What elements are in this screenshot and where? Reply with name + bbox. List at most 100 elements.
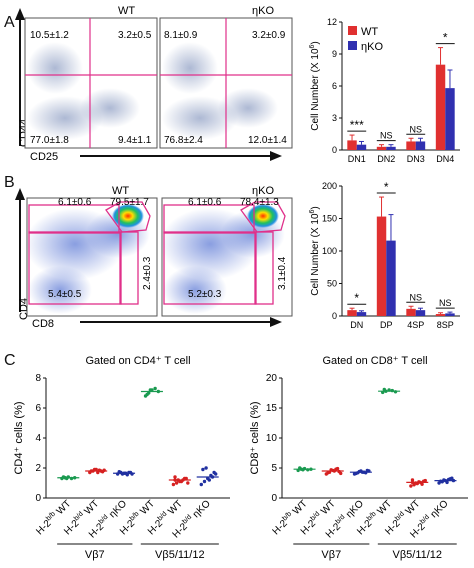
group-label-vb5: Vβ5/11/12 — [392, 549, 442, 561]
flow-b-ko-cd8: 3.1±0.4 — [277, 256, 288, 290]
data-point — [117, 470, 121, 474]
scatter-title: Gated on CD8⁺ T cell — [322, 355, 427, 367]
bar-wt — [435, 64, 446, 150]
group-label-vb7: Vβ7 — [85, 549, 105, 561]
bar-y-tick-label: 3 — [332, 113, 337, 123]
scatter-y-tick-label: 0 — [35, 493, 41, 504]
data-point — [410, 478, 415, 482]
bar-ko — [356, 144, 367, 150]
significance-label: NS — [380, 131, 393, 141]
data-point — [61, 475, 66, 479]
flow-b-wt-dn: 5.4±0.5 — [48, 289, 82, 300]
data-point — [329, 468, 333, 472]
significance-label: * — [443, 31, 448, 45]
bar-y-tick-label: 150 — [322, 214, 337, 224]
data-point — [204, 466, 208, 470]
flow-b-wt-cd4: 6.1±0.6 — [58, 197, 92, 208]
significance-label: NS — [439, 298, 452, 308]
data-point — [156, 389, 161, 394]
bar-wt — [376, 146, 387, 150]
data-point — [357, 469, 362, 474]
data-point — [153, 386, 157, 391]
bar-ko — [356, 312, 367, 316]
data-point — [213, 472, 218, 476]
data-point — [354, 471, 358, 476]
scatter-y-axis-label: CD8⁺ cells (%) — [249, 401, 261, 474]
data-point — [420, 482, 424, 486]
data-point — [207, 478, 211, 482]
legend-label-wt: WT — [361, 26, 378, 38]
data-point — [417, 480, 421, 484]
data-point — [445, 480, 449, 485]
group-label-vb7: Vβ7 — [321, 549, 341, 561]
data-point — [89, 469, 94, 473]
scatter-y-tick-label: 0 — [271, 493, 277, 504]
data-point — [409, 484, 413, 488]
data-point — [298, 466, 302, 470]
bar-wt — [347, 140, 357, 150]
panel-letter-c: C — [4, 352, 16, 369]
flow-plot-a-ko: ηKO 8.1±0.9 3.2±0.9 76.8±2.4 12.0±1.4 — [159, 5, 293, 149]
data-point — [65, 476, 69, 481]
flow-a-wt-title: WT — [118, 5, 135, 17]
data-point — [360, 470, 365, 474]
scatter-y-tick-label: 2 — [35, 463, 41, 474]
flow-a-wt-q-ul: 10.5±1.2 — [30, 30, 69, 41]
bar-y-tick-label: 0 — [332, 145, 337, 155]
flow-b-wt-title: WT — [112, 185, 129, 197]
scatter-title: Gated on CD4⁺ T cell — [85, 355, 190, 367]
data-point — [130, 472, 134, 476]
data-point — [120, 472, 125, 476]
flow-plot-b-ko: ηKO 6.1±0.6 78.4±1.3 5.2±0.3 3.1±0.4 — [160, 185, 293, 317]
flow-b-x-label: CD8 — [32, 318, 54, 330]
data-point — [99, 469, 103, 473]
data-point — [332, 469, 337, 473]
significance-label: * — [354, 291, 359, 305]
data-point — [309, 467, 313, 471]
data-point — [326, 471, 330, 475]
data-point — [174, 481, 179, 485]
data-point — [173, 478, 177, 482]
bar-wt — [435, 314, 446, 316]
data-point — [202, 479, 207, 484]
data-point — [306, 468, 310, 472]
bar-y-axis-label: Cell Number (X 106) — [309, 41, 321, 131]
bar-y-axis-label: Cell Number (X 106) — [309, 206, 321, 296]
data-point — [69, 476, 74, 481]
bar-y-tick-label: 100 — [322, 246, 337, 256]
bar-y-tick-label: 0 — [332, 311, 337, 321]
flow-b-ko-cd4: 6.1±0.6 — [188, 197, 222, 208]
bar-category-label: DN4 — [436, 154, 454, 164]
data-point — [179, 479, 184, 484]
bar-category-label: DN3 — [407, 154, 425, 164]
significance-label: NS — [409, 292, 422, 302]
scatter-y-tick-label: 4 — [35, 433, 41, 444]
bar-wt — [406, 141, 416, 150]
bar-category-label: DN1 — [348, 154, 366, 164]
data-point — [393, 390, 398, 394]
bar-ko — [386, 146, 396, 150]
data-point — [102, 468, 106, 472]
data-point — [96, 470, 100, 475]
bar-y-tick-label: 9 — [332, 49, 337, 59]
bar-wt — [347, 310, 357, 316]
bar-category-label: DN2 — [377, 154, 395, 164]
group-label-vb5: Vβ5/11/12 — [155, 549, 205, 561]
data-point — [423, 478, 427, 483]
data-point — [335, 466, 340, 471]
data-point — [123, 471, 128, 475]
data-point — [199, 482, 203, 487]
legend-swatch-ko — [348, 41, 357, 50]
data-point — [145, 392, 149, 397]
data-point — [296, 468, 300, 473]
data-point — [171, 482, 176, 487]
data-point — [448, 477, 452, 481]
panel-b-flow: CD4 CD8 WT 6.1±0.6 79.5±1.7 5.4±0.5 2.4±… — [15, 185, 293, 330]
data-point — [380, 390, 385, 395]
data-point — [210, 475, 215, 479]
bar-y-tick-label: 200 — [322, 181, 337, 191]
bar-y-tick-label: 6 — [332, 81, 337, 91]
flow-a-wt-q-lr: 9.4±1.1 — [118, 135, 152, 146]
legend-swatch-wt — [348, 26, 357, 35]
scatter-y-tick-label: 10 — [266, 433, 278, 444]
